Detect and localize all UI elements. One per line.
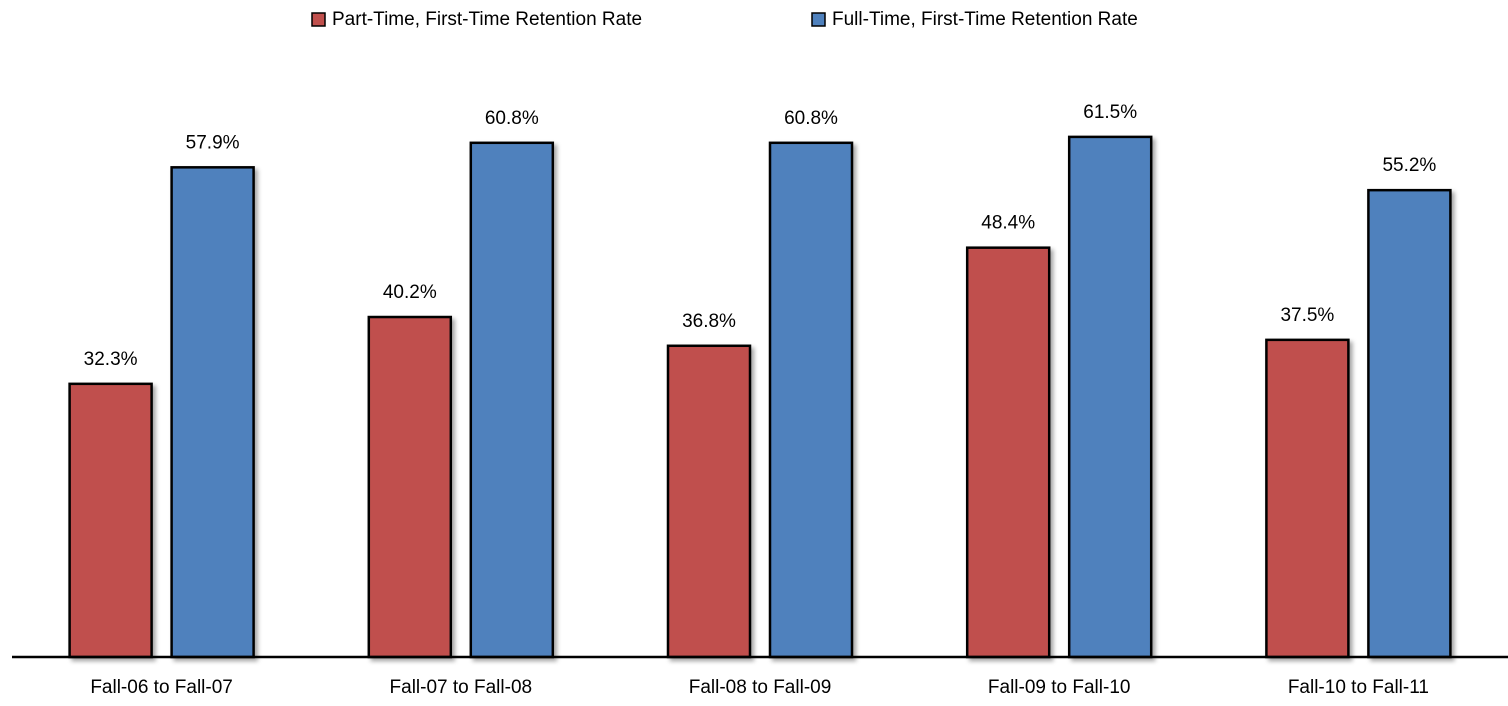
legend-label: Part-Time, First-Time Retention Rate <box>332 9 642 30</box>
legend-label: Full-Time, First-Time Retention Rate <box>832 9 1138 30</box>
x-tick-label: Fall-06 to Fall-07 <box>90 677 233 698</box>
data-label: 32.3% <box>84 349 138 370</box>
data-label: 55.2% <box>1382 155 1436 176</box>
data-label: 36.8% <box>682 311 736 332</box>
x-tick-label: Fall-10 to Fall-11 <box>1288 677 1429 698</box>
data-label: 48.4% <box>981 213 1035 234</box>
bars <box>68 135 1452 659</box>
bar <box>469 141 555 659</box>
data-label: 60.8% <box>485 108 539 129</box>
data-label: 37.5% <box>1280 305 1334 326</box>
bar <box>1067 135 1153 659</box>
bar <box>965 246 1051 659</box>
bar <box>666 344 752 659</box>
data-label: 61.5% <box>1083 102 1137 123</box>
bar <box>367 315 453 659</box>
x-tick-label: Fall-08 to Fall-09 <box>689 677 832 698</box>
legend-swatch <box>311 12 326 27</box>
x-tick-label: Fall-09 to Fall-10 <box>988 677 1131 698</box>
legend-swatch <box>811 12 826 27</box>
data-label: 60.8% <box>784 108 838 129</box>
data-label: 57.9% <box>186 132 240 153</box>
bar <box>170 166 255 659</box>
bar <box>1265 338 1350 659</box>
bar <box>1367 188 1452 659</box>
data-label: 40.2% <box>383 282 437 303</box>
x-tick-label: Fall-07 to Fall-08 <box>390 677 533 698</box>
bar <box>768 141 854 659</box>
bar <box>68 382 153 659</box>
